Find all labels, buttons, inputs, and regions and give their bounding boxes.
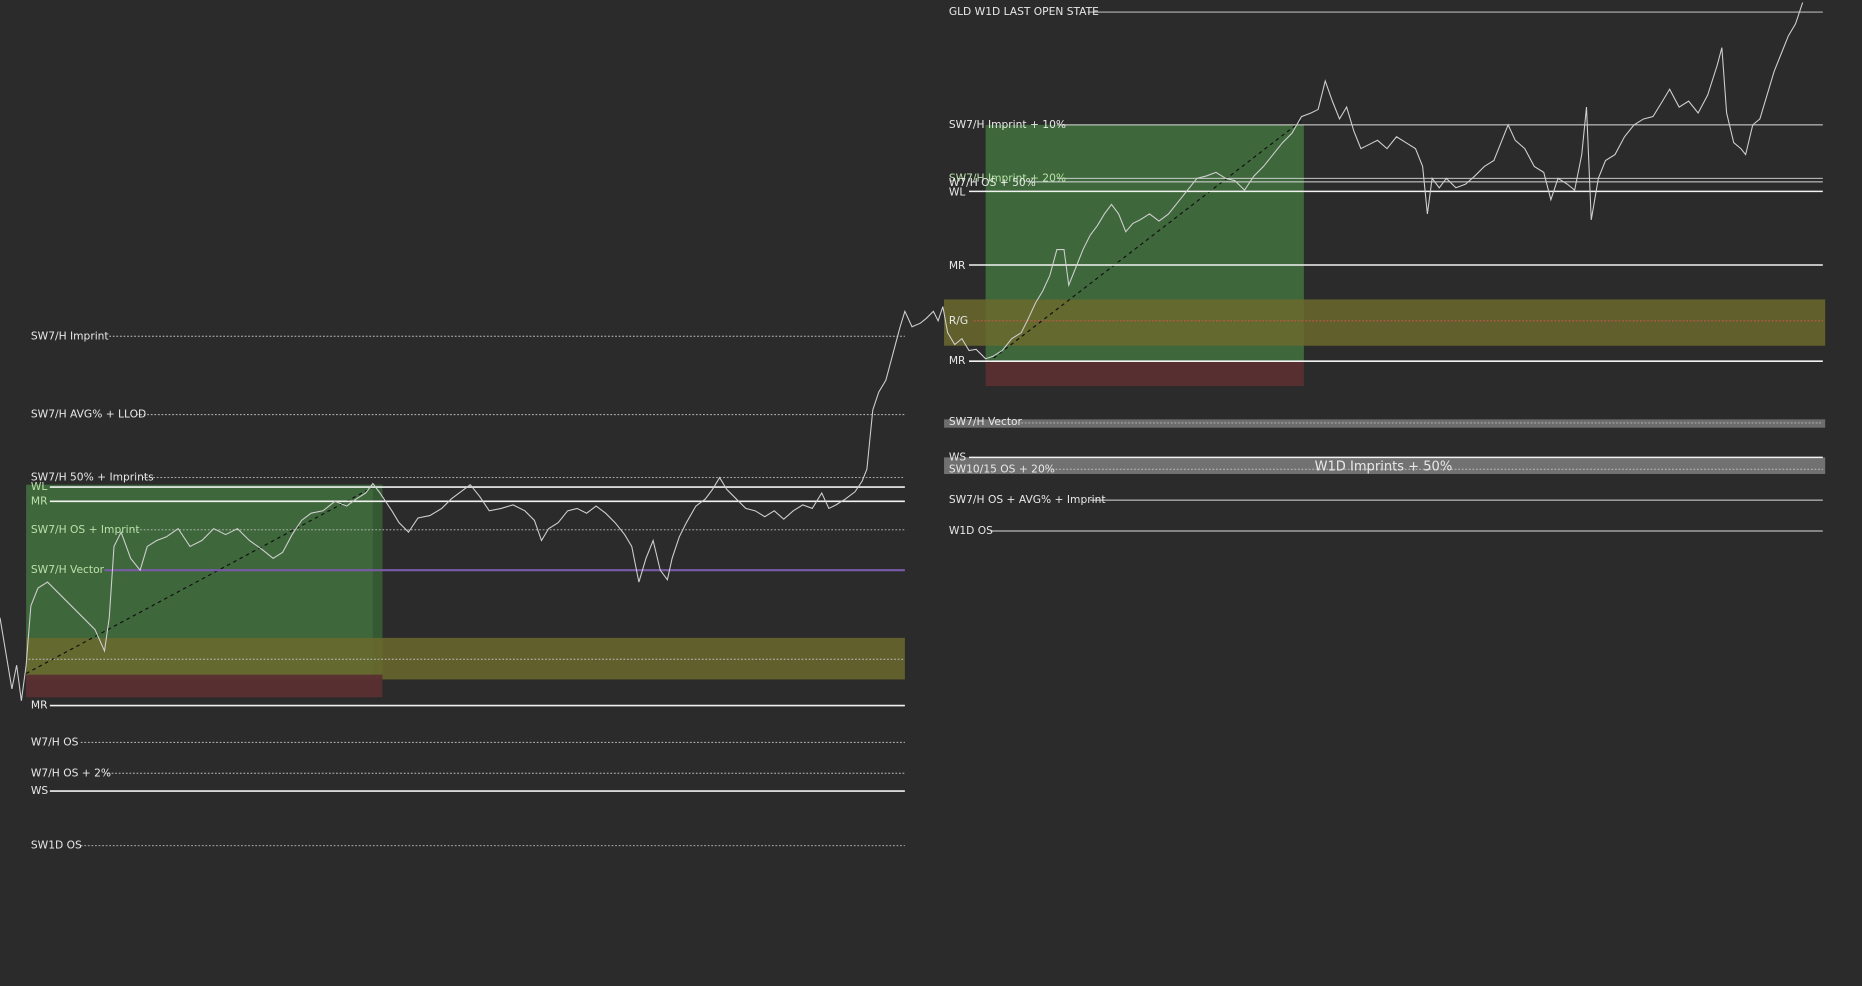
level-label: WL [949, 186, 966, 199]
diagonal [987, 118, 1305, 363]
level-label: SW7/H Vector [31, 563, 105, 576]
level-label: MR [31, 699, 48, 712]
price-line [0, 2, 1804, 701]
level-label: SW1D OS [31, 839, 82, 852]
level-label: W7/H OS [31, 735, 79, 748]
grey-band [944, 457, 1826, 474]
level-label: SW7/H Imprint [31, 329, 109, 342]
level-label: SW7/H OS + Imprint [31, 523, 140, 536]
level-label: WL [31, 480, 48, 493]
level-label: WS [949, 450, 967, 463]
red-zone [985, 361, 1304, 387]
level-label: SW7/H OS + AVG% + Imprint [949, 493, 1106, 506]
panel-title: GLD W1D LAST OPEN STATE [949, 5, 1099, 18]
level-label: SW7/H AVG% + LLOD [31, 408, 146, 421]
level-label: MR [949, 259, 966, 272]
level-label: SW7/H Imprint + 20% [949, 171, 1066, 184]
level-label: MR [31, 494, 48, 507]
level-label: SW7/H 50% + Imprints [31, 471, 154, 484]
yellow-zone [944, 299, 1826, 346]
green-zone-edge [372, 484, 383, 675]
level-label: WS [31, 784, 49, 797]
level-label: R/G [949, 314, 968, 327]
level-label: SW10/15 OS + 20% [949, 462, 1055, 475]
level-label: W7/H OS + 2% [31, 766, 111, 779]
level-label: SW7/H Vector [949, 415, 1023, 428]
level-label: MR [949, 354, 966, 367]
yellow-zone [26, 637, 905, 680]
band-label: W1D Imprints + 50% [1315, 459, 1453, 474]
level-label: SW7/H Imprint + 10% [949, 118, 1066, 131]
grey-band [944, 419, 1826, 428]
level-label: W7/H OS + 50% [949, 176, 1036, 189]
red-zone [26, 674, 383, 698]
diagonal [25, 484, 378, 675]
level-label: W1D OS [949, 524, 993, 537]
